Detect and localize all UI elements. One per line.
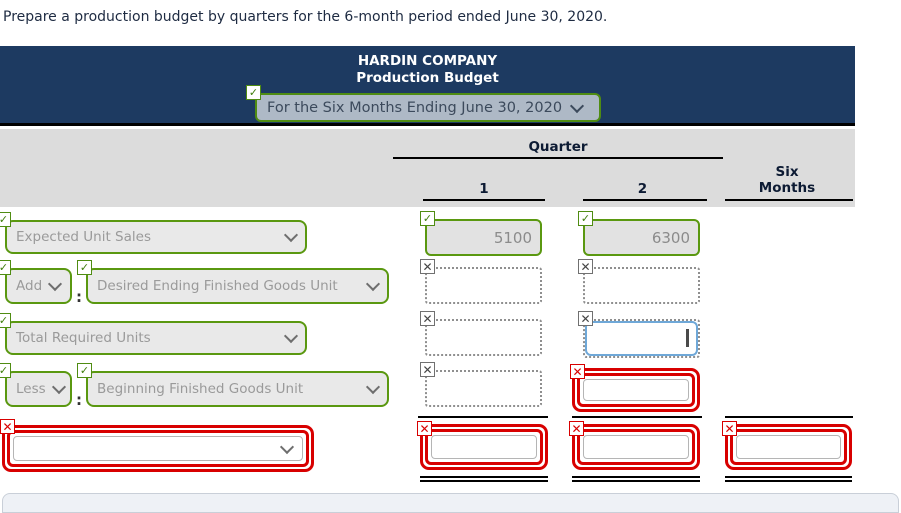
row1-account-value: Expected Unit Sales <box>16 229 151 245</box>
instruction-text: Prepare a production budget by quarters … <box>3 9 608 25</box>
chevron-down-icon <box>283 328 299 344</box>
company-title: HARDIN COMPANY <box>357 53 498 69</box>
row2-prefix-value: Add <box>16 278 43 294</box>
row5-account-select-error[interactable] <box>2 425 314 472</box>
row3-q1-input[interactable] <box>425 319 542 356</box>
correct-check-icon: ✓ <box>420 211 435 226</box>
error-ring <box>425 429 543 465</box>
row4-prefix-value: Less <box>16 381 46 397</box>
incorrect-x-icon: ✕ <box>0 419 15 434</box>
chevron-down-icon <box>283 227 299 243</box>
error-ring <box>577 429 695 465</box>
row4-q1-input[interactable] <box>425 370 542 407</box>
row4-q2-field[interactable] <box>583 379 689 401</box>
incorrect-x-icon: ✕ <box>417 421 432 436</box>
row5-account-select[interactable] <box>13 436 303 461</box>
row2-colon: : <box>76 288 82 306</box>
row4-account-select[interactable]: Beginning Finished Goods Unit <box>86 371 389 407</box>
focus-ring <box>585 321 698 356</box>
chevron-down-icon <box>48 276 63 292</box>
column-header-q2: 2 <box>637 181 648 197</box>
row5-q1-field[interactable] <box>431 435 537 459</box>
double-underline-q1 <box>420 480 548 482</box>
period-select[interactable]: For the Six Months Ending June 30, 2020 <box>255 93 601 122</box>
correct-check-icon: ✓ <box>578 211 593 226</box>
period-select-value: For the Six Months Ending June 30, 2020 <box>267 99 563 116</box>
error-ring <box>7 430 309 467</box>
row5-six-months-field[interactable] <box>736 435 841 459</box>
row3-account-value: Total Required Units <box>16 330 151 346</box>
incorrect-x-icon: ✕ <box>420 259 435 274</box>
incorrect-x-icon: ✕ <box>420 362 435 377</box>
chevron-down-icon <box>569 98 585 113</box>
next-section-panel <box>2 493 899 513</box>
correct-check-icon: ✓ <box>0 212 11 227</box>
six-months-line1: Six <box>775 164 799 180</box>
chevron-down-icon <box>365 379 381 395</box>
incorrect-x-icon: ✕ <box>570 364 585 379</box>
incorrect-x-icon: ✕ <box>569 421 584 436</box>
correct-check-icon: ✓ <box>246 85 261 100</box>
incorrect-x-icon: ✕ <box>420 311 435 326</box>
error-ring <box>730 429 847 465</box>
total-rule-q1 <box>418 416 548 418</box>
row4-colon: : <box>76 391 82 409</box>
row5-q2-input-error[interactable] <box>572 424 700 470</box>
row2-q1-input[interactable] <box>425 267 542 304</box>
column-group-quarter: Quarter <box>528 139 588 155</box>
row1-q2-input[interactable]: 6300 <box>583 219 700 256</box>
incorrect-x-icon: ✕ <box>578 311 593 326</box>
q1-rule <box>423 199 545 201</box>
row3-q2-input-focused[interactable] <box>583 319 700 358</box>
total-rule-q2 <box>572 416 702 418</box>
row2-prefix-select[interactable]: Add <box>5 268 72 304</box>
quarter-rule <box>393 157 723 159</box>
double-underline-six <box>725 476 852 478</box>
column-header-q1: 1 <box>479 181 489 197</box>
chevron-down-icon <box>51 379 66 395</box>
total-rule-six <box>725 416 853 418</box>
text-cursor <box>686 329 689 347</box>
row2-account-select[interactable]: Desired Ending Finished Goods Unit <box>86 268 389 304</box>
report-title: Production Budget <box>356 70 499 86</box>
chevron-down-icon <box>365 276 381 292</box>
correct-check-icon: ✓ <box>0 313 11 328</box>
incorrect-x-icon: ✕ <box>722 421 737 436</box>
double-underline-q2 <box>572 476 700 478</box>
column-header-band <box>0 129 855 207</box>
row5-q1-input-error[interactable] <box>420 424 548 470</box>
six-months-rule <box>725 199 853 201</box>
double-underline-q2 <box>572 480 700 482</box>
column-header-six-months: Six Months <box>722 164 852 196</box>
row4-prefix-select[interactable]: Less <box>5 371 72 407</box>
row1-account-select[interactable]: Expected Unit Sales <box>5 220 307 254</box>
correct-check-icon: ✓ <box>0 363 11 378</box>
row4-account-value: Beginning Finished Goods Unit <box>97 381 304 397</box>
correct-check-icon: ✓ <box>77 363 92 378</box>
row1-q1-input[interactable]: 5100 <box>425 219 542 256</box>
row5-six-months-input-error[interactable] <box>725 424 852 470</box>
row2-account-value: Desired Ending Finished Goods Unit <box>97 278 338 294</box>
incorrect-x-icon: ✕ <box>578 259 593 274</box>
chevron-down-icon <box>279 439 295 454</box>
correct-check-icon: ✓ <box>0 260 11 275</box>
double-underline-six <box>725 480 852 482</box>
row5-q2-field[interactable] <box>583 435 689 459</box>
six-months-line2: Months <box>758 180 816 196</box>
row2-q2-input[interactable] <box>583 267 700 304</box>
error-ring <box>577 373 695 407</box>
row3-account-select[interactable]: Total Required Units <box>5 321 307 355</box>
row4-q2-input-error[interactable] <box>572 368 700 412</box>
correct-check-icon: ✓ <box>77 260 92 275</box>
double-underline-q1 <box>420 476 548 478</box>
q2-rule <box>583 199 707 201</box>
